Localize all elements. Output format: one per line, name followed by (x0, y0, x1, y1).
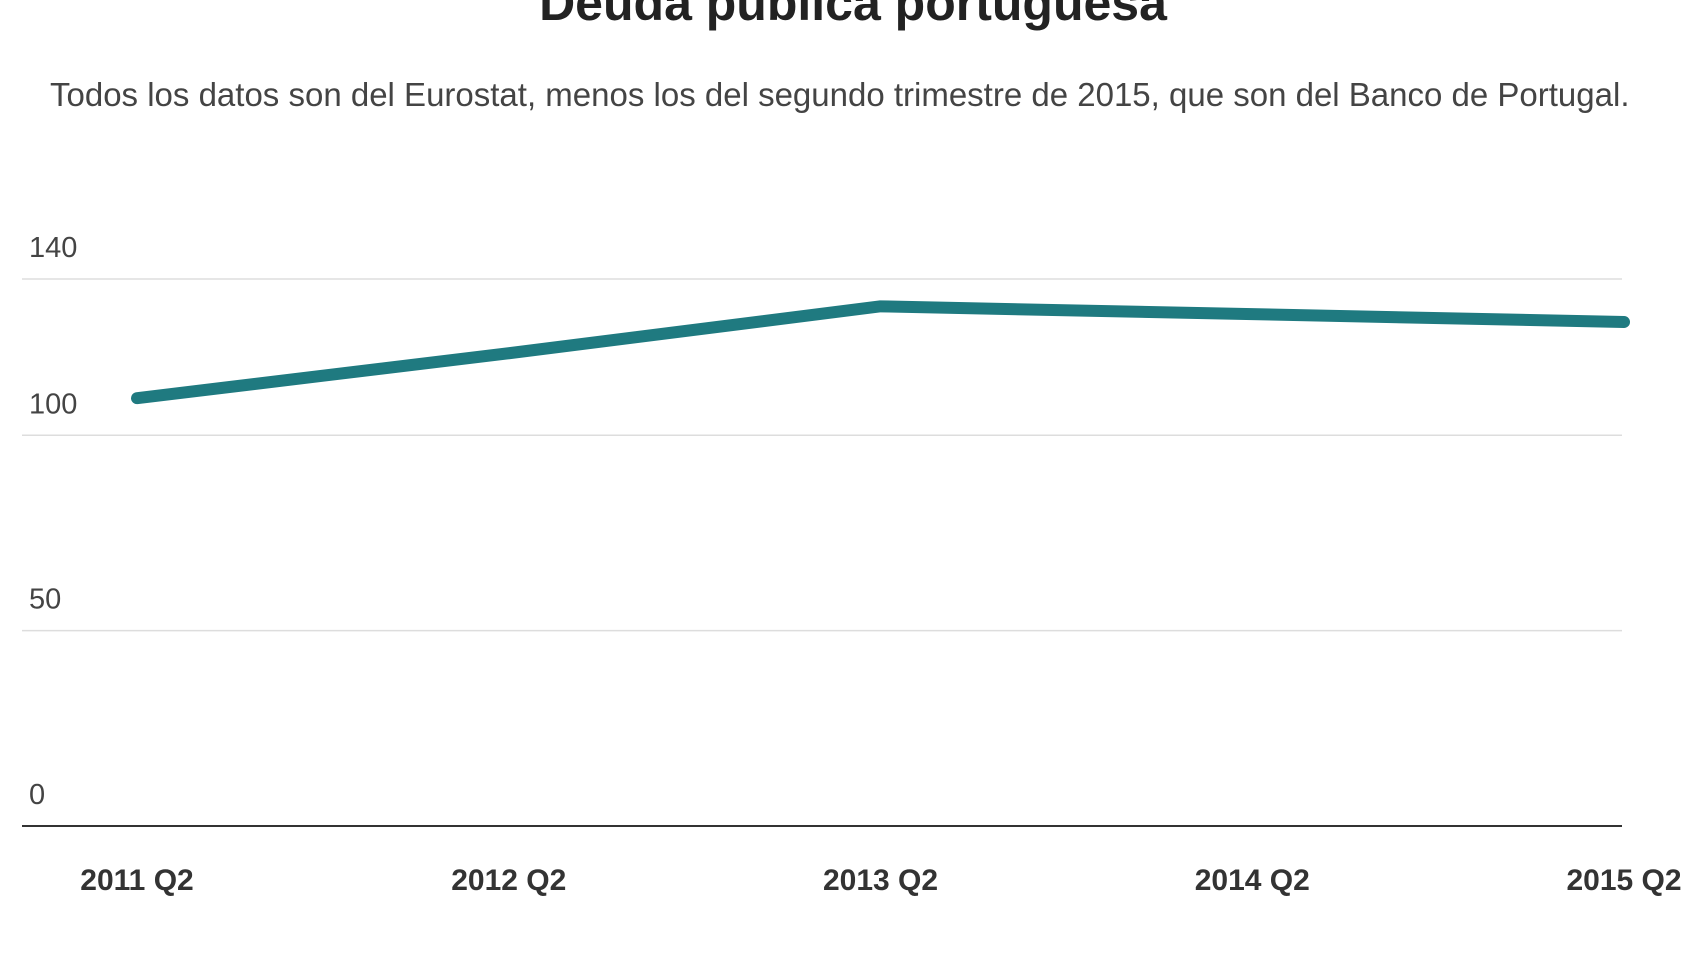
y-tick-label: 100 (29, 388, 77, 420)
y-tick-label: 140 (29, 232, 77, 264)
x-tick-label: 2013 Q2 (823, 864, 938, 897)
x-tick-label: 2015 Q2 (1566, 864, 1681, 897)
y-tick-label: 0 (29, 779, 45, 811)
x-tick-label: 2014 Q2 (1195, 864, 1310, 897)
y-tick-label: 50 (29, 584, 61, 616)
x-tick-label: 2012 Q2 (451, 864, 566, 897)
chart-title: Deuda pública portuguesa (539, 0, 1167, 31)
chart-subtitle: Todos los datos son del Eurostat, menos … (50, 76, 1630, 113)
data-line (131, 300, 1630, 405)
x-tick-label: 2011 Q2 (80, 864, 193, 897)
